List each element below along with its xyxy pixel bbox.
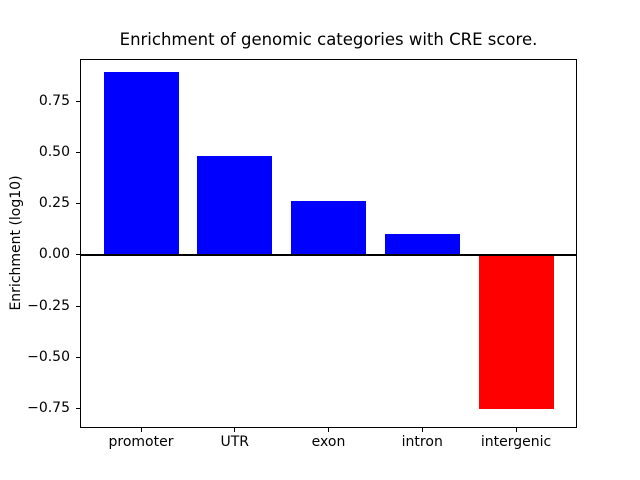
x-tick-label-promoter: promoter [108,434,174,450]
bar-promoter [103,72,179,255]
x-tick-mark [234,427,236,432]
y-tick-mark [76,356,81,358]
y-tick-mark [76,100,81,102]
x-tick-label-UTR: UTR [220,434,250,450]
y-tick-mark [76,203,81,205]
y-tick-label: 0.00 [38,246,70,263]
bar-intron [384,234,460,255]
x-tick-mark [421,427,423,432]
chart-title: Enrichment of genomic categories with CR… [119,30,538,49]
x-tick-mark [328,427,329,432]
y-axis-label: Enrichment (log10) [8,175,24,311]
y-tick-label: 0.25 [38,195,70,212]
y-tick-label: −0.25 [27,297,70,314]
x-tick-label-intergenic: intergenic [480,434,552,450]
y-tick-mark [76,254,81,256]
plot-area [80,59,577,428]
y-tick-label: 0.50 [38,143,70,160]
y-tick-label: −0.75 [27,400,70,417]
y-tick-mark [76,151,81,153]
bar-intergenic [478,254,554,409]
y-tick-label: −0.50 [27,348,70,365]
bar-UTR [197,156,273,255]
x-tick-mark [515,427,517,432]
y-tick-label: 0.75 [38,92,70,109]
x-tick-label-intron: intron [401,434,443,450]
zero-line [81,253,576,256]
y-tick-mark [76,408,81,410]
y-tick-mark [76,305,81,307]
x-tick-label-exon: exon [311,434,346,450]
bar-exon [291,201,366,255]
x-tick-mark [140,427,142,432]
